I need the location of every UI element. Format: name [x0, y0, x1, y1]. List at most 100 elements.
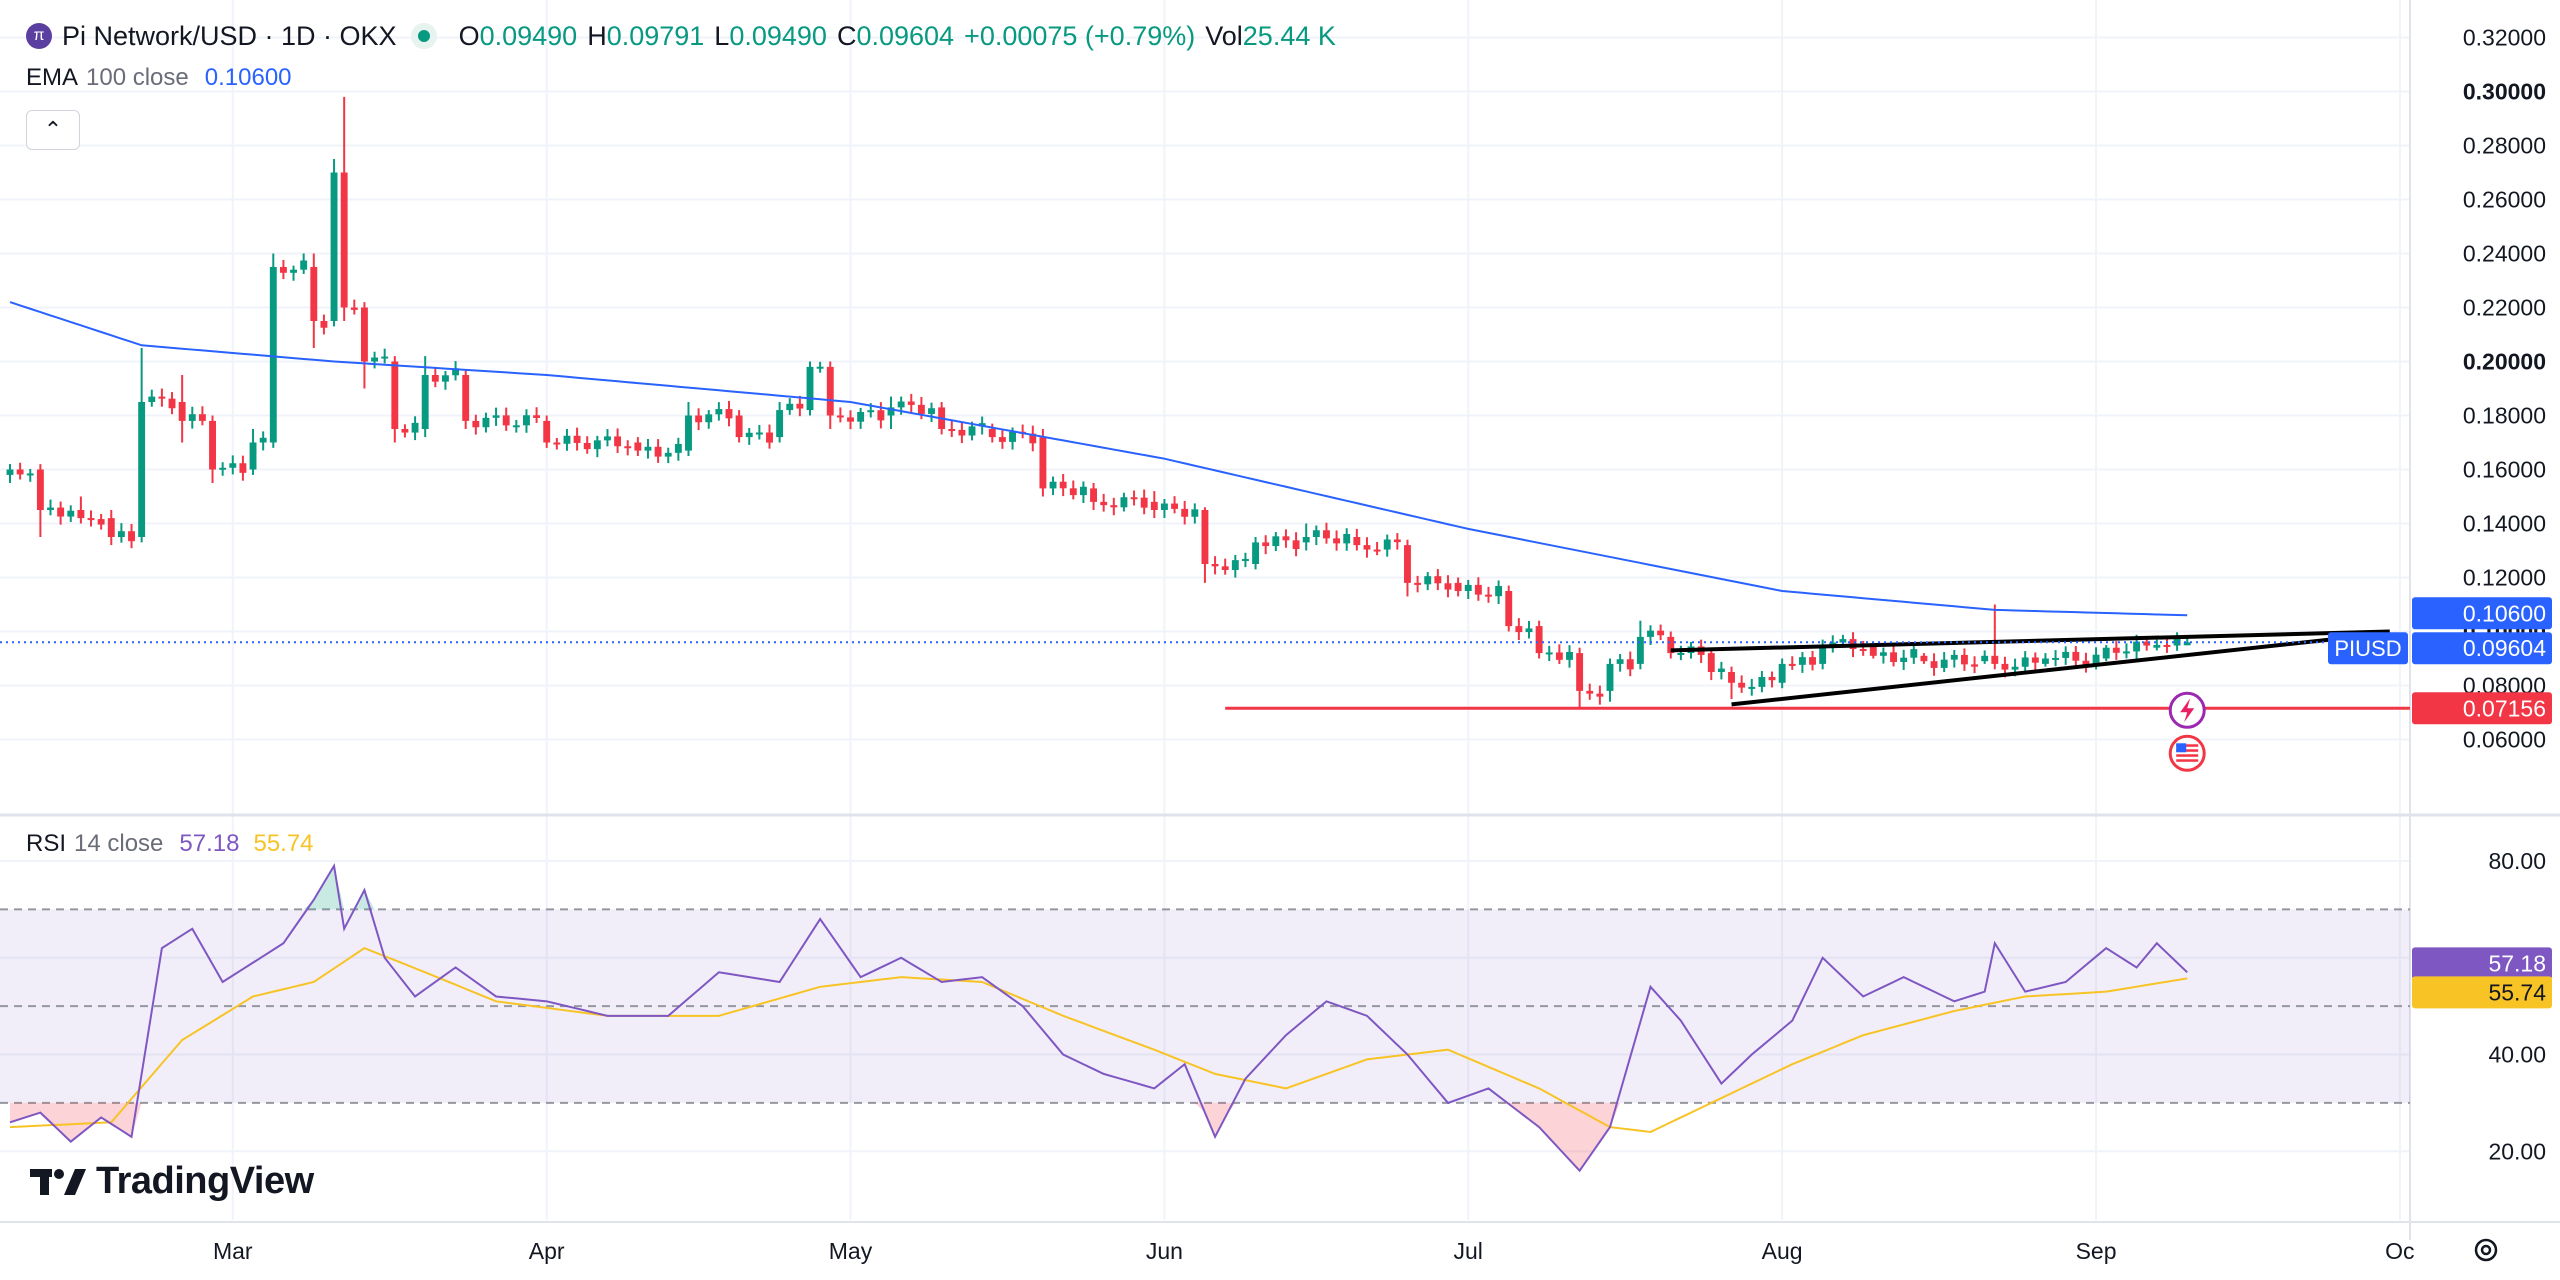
candle-body — [168, 398, 176, 409]
candle-body — [2112, 647, 2120, 653]
candle-body — [1414, 582, 1422, 585]
candle-body — [897, 401, 905, 408]
candle-body — [2102, 647, 2110, 659]
candle-body — [2123, 651, 2130, 654]
candle-body — [1576, 653, 1584, 691]
candle-body — [2143, 641, 2151, 646]
price-tick-label: 0.12000 — [2463, 565, 2546, 591]
time-tick-label: May — [829, 1238, 873, 1264]
candle-body — [907, 401, 915, 405]
candle-body — [755, 432, 763, 435]
candle-body — [745, 432, 753, 438]
candle-body — [1920, 655, 1928, 662]
candle-body — [1647, 630, 1654, 637]
candle-body — [360, 307, 368, 362]
candle-body — [512, 425, 520, 428]
candle-body — [1323, 530, 1330, 539]
change-value: +0.00075 (+0.79%) — [964, 20, 1196, 51]
candle-body — [2021, 657, 2029, 667]
candle-body — [1535, 626, 1543, 654]
candle-body — [806, 366, 814, 411]
candle-body — [300, 260, 308, 270]
last-price-tag: 0.09604 — [2412, 632, 2552, 665]
candle-body — [1363, 545, 1371, 550]
candle-body — [1312, 530, 1320, 537]
candle-body — [1636, 636, 1644, 664]
support-value-tag-text: 0.07156 — [2463, 695, 2546, 721]
candle-body — [1120, 497, 1128, 508]
rsi-ma-value-tag-bg — [2412, 976, 2552, 1009]
chevron-up-icon: ⌃ — [43, 117, 63, 142]
ema-legend[interactable]: EMA 100 close 0.10600 — [26, 64, 292, 92]
gear-inner — [2480, 1244, 2492, 1256]
candle-body — [1211, 564, 1219, 567]
candle-body — [1717, 668, 1725, 672]
candle-body — [107, 518, 115, 537]
candle-body — [6, 469, 14, 475]
triangle-trendline — [1731, 632, 2380, 707]
candle-body — [2062, 651, 2070, 658]
tradingview-logo[interactable]: TradingView — [30, 1160, 314, 1203]
ema-value: 0.10600 — [204, 64, 292, 91]
candle-body — [2092, 654, 2100, 665]
candle-body — [1586, 690, 1594, 694]
candle-body — [1464, 584, 1472, 591]
support-value-tag-bg — [2412, 692, 2552, 725]
candle-body — [1140, 497, 1148, 508]
candle-body — [97, 519, 105, 525]
candle-body — [1940, 659, 1948, 668]
gear-icon[interactable] — [2474, 1238, 2498, 1262]
candle-body — [1545, 652, 1553, 655]
candle-body — [715, 409, 723, 415]
price-tick-label: 0.28000 — [2463, 133, 2546, 159]
rsi-value-tag-text: 57.18 — [2488, 950, 2546, 976]
candle-body — [958, 429, 966, 436]
rsi-value-tag: 57.18 — [2412, 947, 2552, 980]
candle-body — [492, 415, 500, 418]
candle-body — [1333, 538, 1341, 544]
open-value: 0.09490 — [479, 20, 578, 51]
symbol-title[interactable]: Pi Network/USD · 1D · OKX — [62, 20, 397, 51]
candle-body — [604, 436, 611, 441]
candle-body — [350, 307, 358, 310]
candle-body — [178, 402, 186, 421]
price-tick-label: 0.16000 — [2463, 457, 2546, 483]
time-tick-label: Mar — [213, 1238, 253, 1264]
candle-body — [917, 404, 925, 414]
candle-body — [1667, 636, 1675, 654]
last-price-tag-bg — [2412, 632, 2552, 665]
candle-body — [26, 473, 34, 476]
high-label: H — [587, 20, 607, 51]
candle-body — [2173, 638, 2181, 646]
close-value: 0.09604 — [856, 20, 955, 51]
rsi-label: RSI — [26, 830, 67, 857]
candle-body — [320, 321, 328, 328]
lightning-bolt — [2180, 698, 2195, 723]
market-status-icon — [410, 23, 437, 49]
candle-body — [1748, 686, 1756, 689]
time-tick-label: Apr — [529, 1238, 565, 1264]
candle-body — [1282, 536, 1290, 541]
candle-body — [330, 172, 338, 321]
candle-body — [776, 410, 784, 438]
candle-body — [654, 446, 662, 457]
candle-body — [158, 396, 166, 399]
candle-body — [2163, 645, 2171, 647]
candle-body — [290, 269, 297, 273]
rsi-legend[interactable]: RSI 14 close 57.18 55.74 — [26, 830, 314, 858]
candle-body — [1798, 657, 1806, 665]
candle-body — [1485, 594, 1492, 597]
candle-body — [644, 446, 652, 451]
flag-stripe — [2176, 759, 2199, 762]
rsi-line — [9, 862, 2188, 1173]
low-value: 0.09490 — [729, 20, 827, 51]
candle-body — [624, 446, 632, 449]
price-tick-label: 0.06000 — [2463, 727, 2546, 753]
candle-body — [593, 440, 601, 450]
candle-body — [1657, 630, 1665, 636]
collapse-legend-button[interactable]: ⌃ — [26, 110, 80, 150]
candle-body — [117, 531, 125, 537]
candle-body — [16, 469, 24, 475]
price-tick-label: 0.26000 — [2463, 187, 2546, 213]
